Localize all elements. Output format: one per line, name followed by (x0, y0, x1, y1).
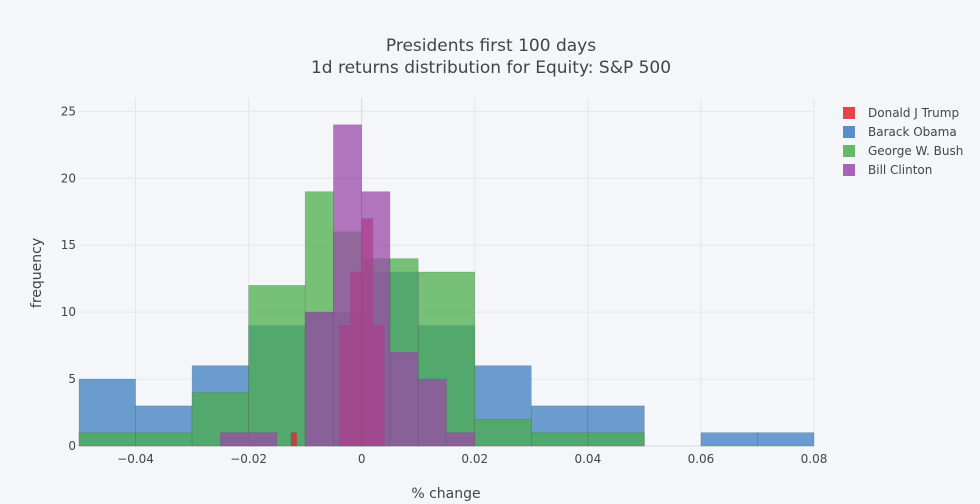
chart-title: Presidents first 100 days (386, 36, 596, 56)
legend-item-bill-clinton[interactable]: Bill Clinton (843, 163, 932, 177)
legend-swatch (843, 126, 855, 138)
x-tick-label: 0 (358, 452, 366, 466)
bar-barack-obama[interactable] (700, 432, 758, 447)
bar-bill-clinton[interactable] (333, 124, 362, 447)
legend-label: Barack Obama (868, 125, 957, 139)
bar-bill-clinton[interactable] (389, 352, 419, 447)
bar-george-w-bush[interactable] (135, 432, 193, 447)
bar-george-w-bush[interactable] (78, 432, 136, 447)
series-bill-clinton (220, 124, 476, 447)
x-tick-label: 0.06 (688, 452, 715, 466)
x-axis-title: % change (411, 486, 480, 502)
histogram-bars (78, 124, 815, 447)
bar-bill-clinton[interactable] (304, 311, 334, 447)
legend-item-barack-obama[interactable]: Barack Obama (843, 125, 957, 139)
legend-item-donald-j-trump[interactable]: Donald J Trump (843, 106, 959, 120)
y-tick-label: 25 (61, 104, 76, 118)
legend-label: Bill Clinton (868, 163, 932, 177)
y-tick-label: 10 (61, 305, 76, 319)
chart-subtitle: 1d returns distribution for Equity: S&P … (311, 58, 671, 78)
bar-donald-j-trump[interactable] (290, 432, 297, 447)
x-tick-label: −0.04 (117, 452, 154, 466)
bar-barack-obama[interactable] (757, 432, 815, 447)
x-tick-label: −0.02 (230, 452, 267, 466)
bar-george-w-bush[interactable] (248, 285, 306, 447)
x-tick-label: 0.08 (801, 452, 828, 466)
x-axis-ticks: −0.04 −0.02 0 0.02 0.04 0.06 0.08 (117, 452, 827, 466)
y-axis-ticks: 0 5 10 15 20 25 (61, 104, 76, 453)
x-tick-label: 0.02 (461, 452, 488, 466)
bar-bill-clinton[interactable] (220, 432, 278, 447)
legend-swatch (843, 107, 855, 119)
bar-bill-clinton[interactable] (361, 191, 391, 447)
bar-george-w-bush[interactable] (531, 432, 589, 447)
bar-george-w-bush[interactable] (474, 418, 532, 447)
y-tick-label: 5 (68, 372, 76, 386)
bar-bill-clinton[interactable] (417, 378, 447, 447)
legend-swatch (843, 145, 855, 157)
legend-swatch (843, 164, 855, 176)
bar-george-w-bush[interactable] (191, 392, 249, 447)
legend-label: Donald J Trump (868, 106, 959, 120)
y-tick-label: 15 (61, 238, 76, 252)
legend-item-george-w-bush[interactable]: George W. Bush (843, 144, 963, 158)
y-axis-title: frequency (29, 238, 45, 308)
legend: Donald J Trump Barack Obama George W. Bush… (843, 106, 963, 177)
legend-label: George W. Bush (868, 144, 963, 158)
y-tick-label: 0 (68, 439, 76, 453)
y-tick-label: 20 (61, 171, 76, 185)
bar-bill-clinton[interactable] (446, 432, 476, 447)
bar-george-w-bush[interactable] (587, 432, 645, 447)
x-tick-label: 0.04 (574, 452, 601, 466)
